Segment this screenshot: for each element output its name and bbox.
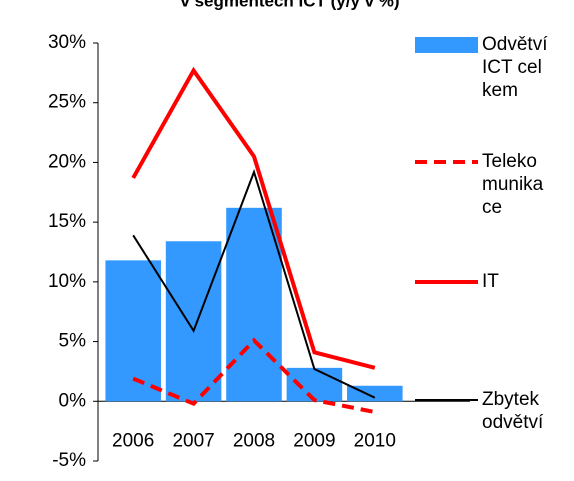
bar	[286, 367, 343, 402]
legend-label: Zbytek odvětví	[482, 389, 544, 433]
legend-label: IT	[482, 271, 499, 292]
line-series	[132, 337, 376, 414]
y-tick-label: -5%	[52, 450, 86, 471]
legend-label: Telekomunikace	[482, 151, 544, 218]
y-tick-label: 5%	[59, 331, 87, 352]
y-tick-label: 30%	[48, 32, 86, 53]
y-tick-label: 10%	[48, 271, 86, 292]
x-tick-label: 2010	[354, 430, 396, 451]
line-series	[132, 168, 376, 399]
bar	[165, 241, 222, 402]
x-tick-label: 2008	[233, 430, 275, 451]
y-tick-label: 15%	[48, 211, 86, 232]
x-tick-label: 2006	[112, 430, 154, 451]
x-tick-label: 2009	[293, 430, 335, 451]
y-tick-label: 25%	[48, 92, 86, 113]
legend-label: Odvětví ICT celkem	[482, 34, 548, 101]
legend-swatch	[415, 37, 478, 53]
y-tick-label: 0%	[59, 390, 87, 411]
line-series	[131, 66, 376, 370]
bar	[347, 385, 403, 402]
chart-title: v segmentech ICT (y/y v %)	[180, 0, 399, 10]
y-tick-label: 20%	[48, 151, 86, 172]
bar	[226, 207, 282, 402]
bar	[105, 260, 161, 402]
x-tick-label: 2007	[172, 430, 214, 451]
